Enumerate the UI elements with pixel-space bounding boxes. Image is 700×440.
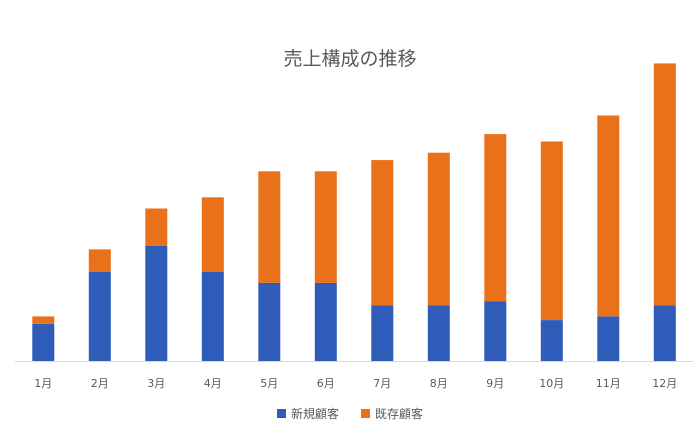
x-tick-label: 9月 [486,377,504,390]
legend-label-series-1: 既存顧客 [375,407,424,421]
bar-series-0-4月 [201,271,224,361]
legend-item-series-1: 既存顧客 [361,405,423,422]
bar-series-1-4月 [201,197,224,272]
bar-series-0-1月 [32,323,55,361]
bar-series-1-8月 [427,152,450,306]
bar-series-1-1月 [32,316,55,324]
bar-series-1-11月 [597,115,620,317]
bar-series-0-7月 [371,305,394,361]
legend-swatch-series-0 [276,409,286,418]
bar-series-0-3月 [145,245,168,361]
legend-item-series-0: 新規顧客 [276,405,339,422]
x-tick-label: 8月 [430,377,448,390]
chart-title: 売上構成の推移 [283,48,417,70]
bar-series-1-3月 [145,208,168,246]
bar-series-0-2月 [88,271,111,361]
bar-series-0-6月 [314,282,337,361]
chart-legend: 新規顧客 既存顧客 [0,405,700,422]
x-tick-label: 3月 [147,377,165,390]
bar-series-1-12月 [653,63,676,306]
bar-series-1-2月 [88,249,111,272]
bar-series-1-10月 [540,141,563,320]
x-tick-label: 6月 [317,377,335,390]
x-tick-label: 1月 [34,377,52,390]
x-tick-label: 11月 [596,377,621,390]
legend-swatch-series-1 [361,409,370,418]
bar-series-1-9月 [484,134,507,302]
bar-series-0-10月 [540,320,563,361]
x-tick-label: 12月 [652,377,677,390]
x-tick-label: 7月 [373,377,391,390]
bar-series-0-12月 [653,305,676,361]
x-tick-label: 10月 [539,377,564,390]
bar-series-0-8月 [427,305,450,361]
x-tick-label: 5月 [260,377,278,390]
bar-series-0-11月 [597,316,620,361]
bar-series-0-5月 [258,282,281,361]
x-tick-label: 2月 [91,377,109,390]
legend-label-series-0: 新規顧客 [290,407,339,421]
bar-series-1-6月 [314,171,337,283]
bar-series-0-9月 [484,301,507,361]
bar-series-1-7月 [371,160,394,306]
x-tick-label: 4月 [204,377,222,390]
bar-series-1-5月 [258,171,281,283]
